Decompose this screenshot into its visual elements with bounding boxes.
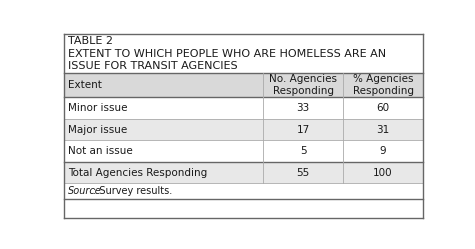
- Text: Minor issue: Minor issue: [68, 103, 128, 113]
- Text: 9: 9: [380, 146, 386, 156]
- Text: 55: 55: [296, 168, 310, 178]
- Bar: [64, 184, 423, 199]
- Text: 100: 100: [373, 168, 393, 178]
- Bar: [64, 48, 423, 73]
- Text: % Agencies
Responding: % Agencies Responding: [352, 74, 414, 96]
- Bar: [64, 34, 423, 48]
- Text: Not an issue: Not an issue: [68, 146, 133, 156]
- Bar: [64, 97, 423, 119]
- Bar: [64, 119, 423, 140]
- Text: ISSUE FOR TRANSIT AGENCIES: ISSUE FOR TRANSIT AGENCIES: [68, 62, 238, 71]
- Bar: [64, 162, 423, 184]
- Text: EXTENT TO WHICH PEOPLE WHO ARE HOMELESS ARE AN: EXTENT TO WHICH PEOPLE WHO ARE HOMELESS …: [68, 49, 386, 59]
- Bar: [64, 73, 423, 97]
- Text: : Survey results.: : Survey results.: [93, 186, 172, 196]
- Text: Source: Source: [68, 186, 102, 196]
- Text: 33: 33: [296, 103, 310, 113]
- Text: 31: 31: [376, 124, 390, 134]
- Text: Total Agencies Responding: Total Agencies Responding: [68, 168, 208, 178]
- Text: No. Agencies
Responding: No. Agencies Responding: [269, 74, 337, 96]
- Text: Extent: Extent: [68, 80, 102, 90]
- Text: 5: 5: [300, 146, 306, 156]
- Text: Major issue: Major issue: [68, 124, 127, 134]
- Text: TABLE 2: TABLE 2: [68, 36, 113, 46]
- Text: 60: 60: [377, 103, 389, 113]
- Bar: [64, 140, 423, 162]
- Text: 17: 17: [296, 124, 310, 134]
